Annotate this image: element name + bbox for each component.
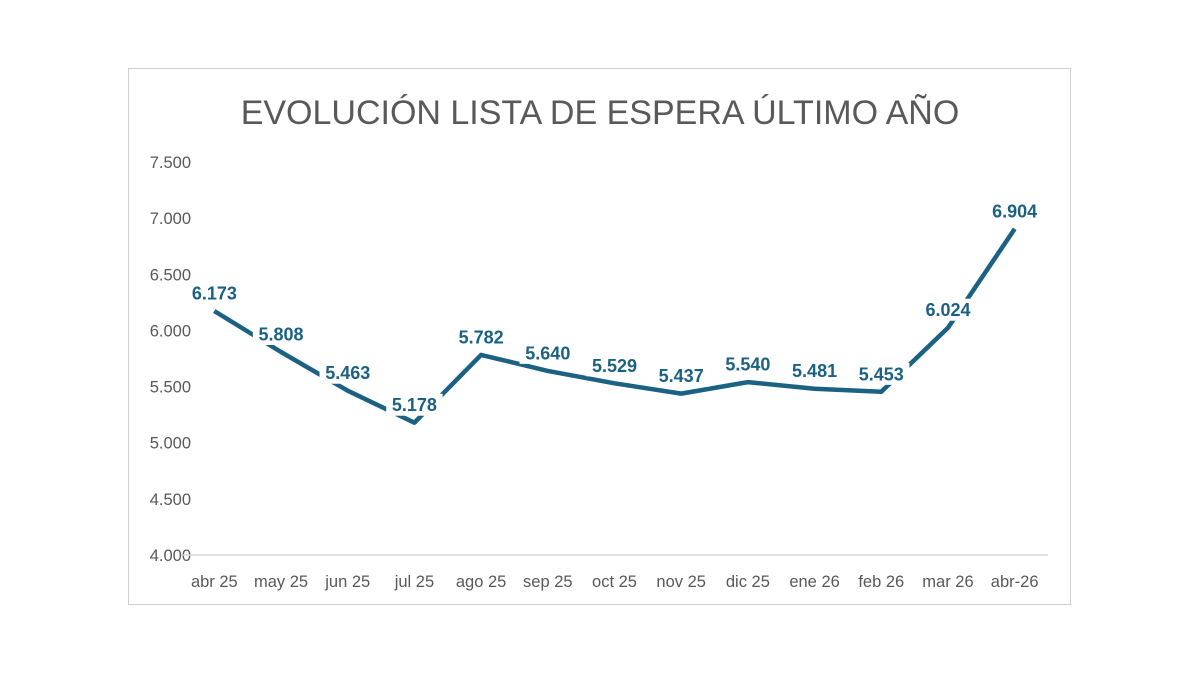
y-tick-label: 5.000 [150, 435, 191, 453]
x-tick-label: ene 26 [789, 573, 839, 591]
data-label: 5.529 [592, 356, 637, 376]
data-label-background [853, 362, 910, 385]
data-label: 5.463 [325, 363, 370, 383]
data-label-background [319, 361, 376, 384]
data-label: 5.453 [859, 364, 904, 384]
data-label-background [186, 282, 243, 305]
y-tick-label: 7.500 [150, 154, 191, 172]
x-tick-label: ago 25 [456, 573, 506, 591]
data-label-background [652, 364, 710, 387]
y-tick-label: 4.000 [150, 547, 191, 565]
data-label: 5.782 [459, 327, 504, 347]
x-tick-label: dic 25 [726, 573, 770, 591]
data-label-background [919, 298, 977, 321]
data-label: 5.178 [392, 395, 437, 415]
data-label-background [586, 354, 643, 377]
x-tick-label: may 25 [254, 573, 308, 591]
data-label: 6.173 [192, 284, 237, 304]
data-label-background [986, 199, 1043, 222]
x-tick-label: oct 25 [592, 573, 637, 591]
data-label-background [386, 393, 443, 416]
data-label: 6.904 [992, 201, 1037, 221]
data-label: 5.640 [525, 343, 570, 363]
data-label: 5.437 [659, 366, 704, 386]
y-tick-label: 6.000 [150, 322, 191, 340]
x-tick-label: abr 25 [191, 573, 238, 591]
y-tick-label: 7.000 [150, 210, 191, 228]
y-axis-ticks: 4.000 4.500 5.000 5.500 6.000 6.500 7.000 7.500 [150, 154, 191, 565]
data-label-background [452, 325, 510, 348]
chart-frame: EVOLUCIÓN LISTA DE ESPERA ÚLTIMO AÑO 4.0… [128, 68, 1071, 605]
y-tick-label: 4.500 [150, 491, 191, 509]
data-label: 6.024 [925, 300, 970, 320]
x-tick-label: feb 26 [858, 573, 904, 591]
chart-title: EVOLUCIÓN LISTA DE ESPERA ÚLTIMO AÑO [241, 94, 960, 132]
y-tick-label: 6.500 [150, 266, 191, 284]
x-tick-label: abr-26 [991, 573, 1039, 591]
x-tick-label: mar 26 [922, 573, 973, 591]
series-line [213, 227, 1017, 425]
x-tick-label: sep 25 [523, 573, 573, 591]
series-points [212, 226, 1017, 425]
data-label-background [786, 359, 843, 382]
data-label-background [519, 341, 577, 364]
data-label-background [719, 353, 777, 376]
data-label-background [252, 322, 310, 345]
line-chart: EVOLUCIÓN LISTA DE ESPERA ÚLTIMO AÑO 4.0… [150, 94, 1048, 591]
x-tick-label: nov 25 [656, 573, 706, 591]
x-axis-ticks: abr 25 may 25 jun 25 jul 25 ago 25 sep 25 oct … [191, 573, 1039, 591]
data-label: 5.481 [792, 361, 837, 381]
x-tick-label: jun 25 [324, 573, 370, 591]
data-label: 5.808 [259, 324, 304, 344]
data-labels: 6.173 5.808 5.463 5.178 5.782 5.640 5.529 5.437… [186, 199, 1043, 416]
data-label: 5.540 [725, 355, 770, 375]
y-tick-label: 5.500 [150, 379, 191, 397]
x-tick-label: jul 25 [394, 573, 434, 591]
